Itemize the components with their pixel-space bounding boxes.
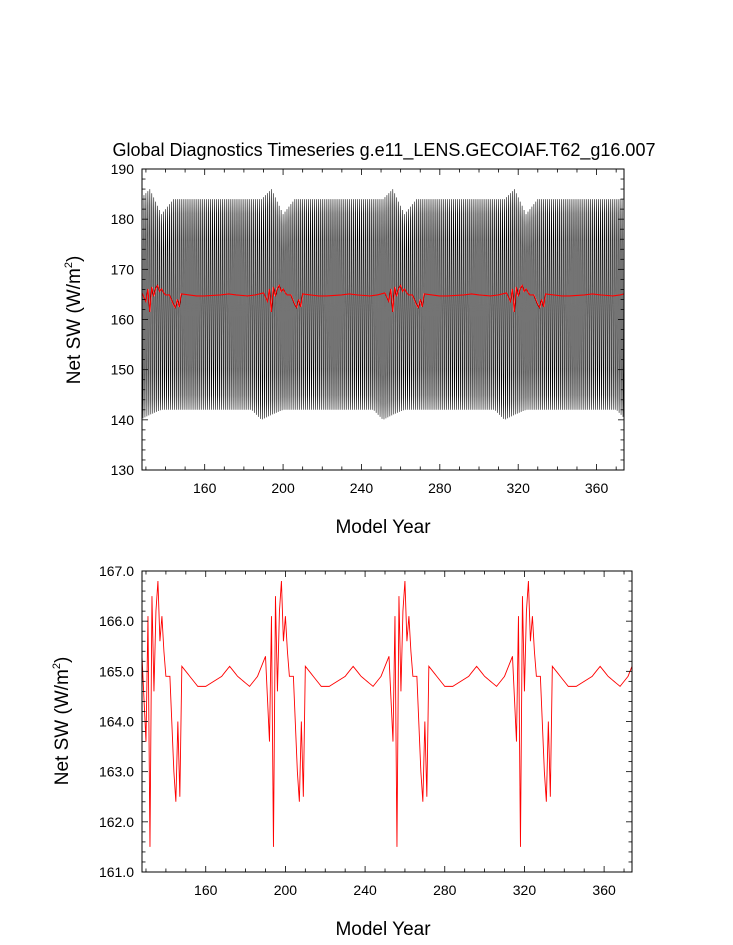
x-tick-label: 240: [353, 882, 377, 898]
annual-mean-series-line: [141, 581, 633, 847]
plot-area: 160 200 240 280 320 360 130 140 150 160 170 180 190: [111, 161, 625, 496]
x-axis-label: Model Year: [335, 919, 431, 940]
y-tick-label: 162.0: [99, 814, 134, 830]
x-tick-label: 280: [428, 480, 452, 496]
plot-frame: [141, 570, 633, 873]
chart-title: Global Diagnostics Timeseries g.e11_LENS…: [113, 140, 656, 161]
y-tick-label: 166.0: [99, 613, 134, 629]
x-tick-label: 360: [585, 480, 609, 496]
x-tick-label: 240: [350, 480, 374, 496]
y-tick-label: 163.0: [99, 764, 134, 780]
x-tick-label: 320: [513, 882, 537, 898]
y-tick-label: 160: [111, 312, 135, 328]
y-tick-label: 190: [111, 161, 135, 177]
x-tick-label: 160: [193, 480, 217, 496]
y-tick-label: 130: [111, 462, 135, 478]
y-tick-label: 164.0: [99, 714, 134, 730]
top-timeseries-panel: Global Diagnostics Timeseries g.e11_LENS…: [63, 140, 655, 538]
bottom-timeseries-panel: 160 200 240 280 320 360 161.0 162.0 163.0 164.0 16…: [51, 563, 633, 940]
y-tick-label: 180: [111, 211, 135, 227]
x-tick-label: 320: [507, 480, 531, 496]
y-tick-label: 140: [111, 412, 135, 428]
x-axis-label: Model Year: [335, 517, 431, 538]
y-axis-label: Net SW (W/m2): [63, 256, 85, 385]
y-tick-label: 170: [111, 261, 135, 277]
y-tick-label: 165.0: [99, 663, 134, 679]
x-tick-label: 280: [433, 882, 457, 898]
x-tick-label: 200: [274, 882, 298, 898]
y-tick-label: 161.0: [99, 864, 134, 880]
x-tick-label: 160: [194, 882, 218, 898]
y-tick-label: 150: [111, 362, 135, 378]
annual-mean-series-line: [141, 284, 625, 313]
x-tick-label: 200: [271, 480, 295, 496]
y-tick-label: 167.0: [99, 563, 134, 579]
x-tick-label: 360: [592, 882, 616, 898]
plot-area: 160 200 240 280 320 360 161.0 162.0 163.0 164.0 16…: [99, 563, 633, 898]
monthly-series-line: [141, 189, 625, 420]
y-axis-label: Net SW (W/m2): [51, 657, 73, 786]
